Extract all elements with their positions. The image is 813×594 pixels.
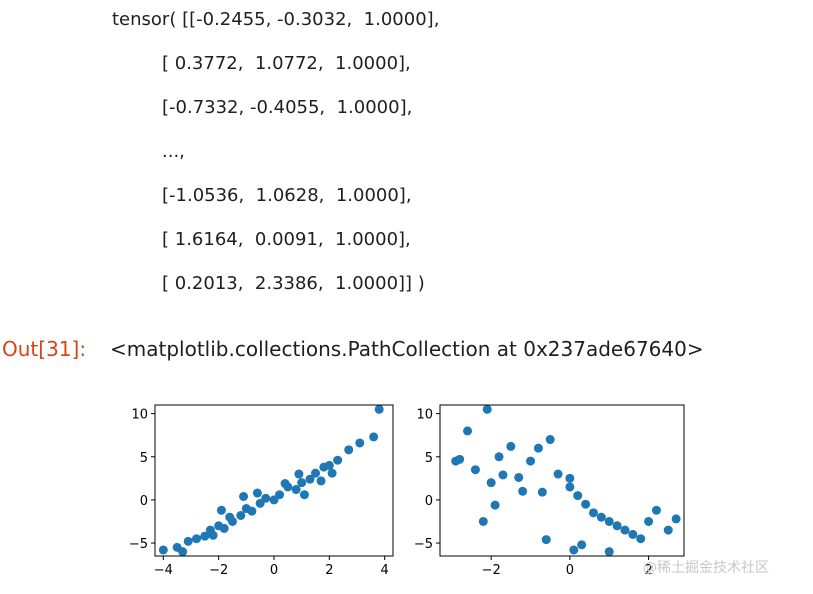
data-point	[369, 432, 379, 442]
x-tick-label: −2	[482, 563, 501, 578]
data-point	[651, 505, 661, 515]
data-point	[333, 455, 343, 465]
y-tick-label: 5	[425, 451, 433, 466]
x-tick-label: 4	[381, 563, 389, 578]
y-tick-label: 0	[140, 494, 148, 509]
data-point	[192, 534, 202, 544]
y-tick-label: 5	[140, 451, 148, 466]
tensor-line: [ 0.2013, 2.3386, 1.0000]] )	[162, 273, 425, 294]
data-point	[208, 530, 218, 540]
data-point	[518, 486, 528, 496]
data-point	[604, 516, 614, 526]
data-point	[327, 468, 337, 478]
data-point	[239, 491, 249, 501]
data-point	[490, 500, 500, 510]
data-point	[305, 474, 315, 484]
data-point	[604, 547, 614, 557]
plot-frame	[439, 404, 685, 557]
data-point	[247, 506, 257, 516]
x-tick-label: −4	[154, 563, 173, 578]
data-point	[324, 460, 334, 470]
tensor-line: [-1.0536, 1.0628, 1.0000],	[162, 185, 412, 206]
data-point	[355, 438, 365, 448]
data-point	[183, 536, 193, 546]
out-text: <matplotlib.collections.PathCollection a…	[110, 337, 704, 361]
x-tick-label: 2	[644, 563, 652, 578]
tensor-line: [ 0.3772, 1.0772, 1.0000],	[162, 53, 411, 74]
data-point	[569, 545, 579, 555]
data-point	[526, 456, 536, 466]
y-tick-label: 10	[416, 408, 433, 423]
data-point	[280, 479, 290, 489]
data-point	[628, 529, 638, 539]
x-tick-label: 2	[325, 563, 333, 578]
data-point	[494, 452, 504, 462]
data-point	[316, 476, 326, 486]
x-tick-label: 0	[270, 563, 278, 578]
data-point	[200, 531, 210, 541]
tensor-line: [ 1.6164, 0.0091, 1.0000],	[162, 229, 411, 250]
data-point	[158, 545, 168, 555]
tensor-line: tensor( [[-0.2455, -0.3032, 1.0000],	[112, 9, 440, 30]
out-prompt: Out[31]:	[2, 337, 87, 361]
data-point	[486, 478, 496, 488]
data-point	[581, 499, 591, 509]
data-point	[577, 540, 587, 550]
data-point	[252, 488, 262, 498]
data-point	[636, 534, 646, 544]
data-point	[374, 404, 384, 414]
data-point	[216, 505, 226, 515]
data-point	[455, 454, 465, 464]
data-point	[612, 521, 622, 531]
plot-frame	[154, 404, 394, 557]
data-point	[620, 525, 630, 535]
watermark: @稀土掘金技术社区	[643, 560, 769, 576]
data-point	[545, 435, 555, 445]
data-point	[275, 490, 285, 500]
data-point	[663, 525, 673, 535]
data-point	[236, 510, 246, 520]
data-point	[541, 535, 551, 545]
data-point	[573, 491, 583, 501]
data-point	[297, 478, 307, 488]
data-point	[671, 514, 681, 524]
data-point	[506, 441, 516, 451]
data-point	[344, 445, 354, 455]
y-tick-label: 0	[425, 494, 433, 509]
data-point	[311, 468, 321, 478]
data-point	[498, 470, 508, 480]
data-point	[178, 547, 188, 557]
x-tick-label: 0	[566, 563, 574, 578]
data-point	[291, 485, 301, 495]
data-point	[596, 512, 606, 522]
data-point	[514, 472, 524, 482]
data-point	[261, 493, 271, 503]
data-point	[482, 404, 492, 414]
tensor-line: [-0.7332, -0.4055, 1.0000],	[162, 97, 413, 118]
data-point	[294, 469, 304, 479]
data-point	[553, 469, 563, 479]
data-point	[478, 516, 488, 526]
data-point	[470, 465, 480, 475]
x-tick-label: −2	[209, 563, 228, 578]
data-point	[537, 487, 547, 497]
data-point	[588, 508, 598, 518]
data-point	[227, 516, 237, 526]
data-point	[533, 443, 543, 453]
data-point	[299, 490, 309, 500]
scatter-plots: −4 −2 0 2 4 −5 0 5 10 −2 0 2 −5 0 5 10	[129, 404, 685, 578]
tensor-line: ...,	[162, 141, 185, 162]
data-point	[565, 473, 575, 483]
y-tick-label: −5	[414, 537, 433, 552]
data-point	[644, 516, 654, 526]
data-point	[565, 482, 575, 492]
data-point	[219, 523, 229, 533]
scatter-chart-left: −4 −2 0 2 4 −5 0 5 10	[129, 404, 394, 578]
y-tick-label: −5	[129, 537, 148, 552]
data-point	[463, 426, 473, 436]
scatter-chart-right: −2 0 2 −5 0 5 10	[414, 404, 685, 578]
y-tick-label: 10	[131, 408, 148, 423]
